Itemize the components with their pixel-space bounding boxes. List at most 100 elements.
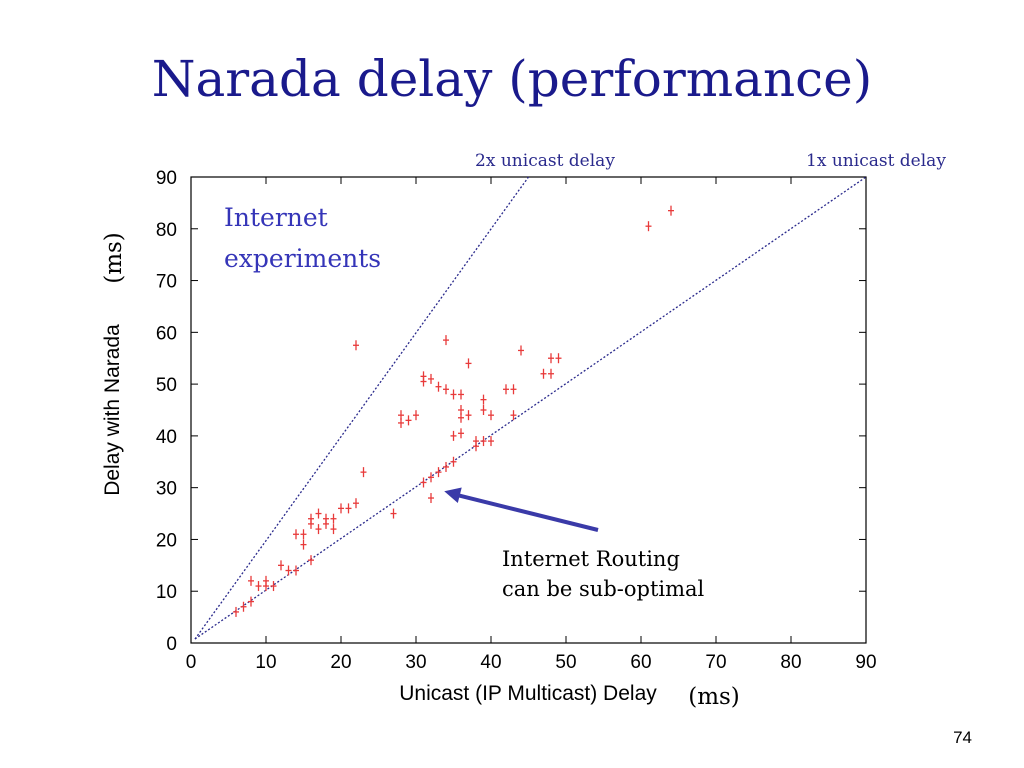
- ref-line-label-2x: 2x unicast delay: [475, 151, 615, 171]
- callout-arrow-shaft: [453, 492, 599, 532]
- data-point: [480, 405, 487, 415]
- x-tick-label: 20: [330, 652, 351, 673]
- y-tick-label: 50: [156, 375, 177, 396]
- data-point: [315, 524, 322, 535]
- slide-title: Narada delay (performance): [151, 50, 873, 108]
- data-point: [480, 394, 487, 405]
- x-tick-label: 30: [405, 652, 426, 673]
- callout-line-1: Internet Routing: [502, 547, 680, 571]
- data-point: [428, 472, 434, 483]
- y-tick-label: 10: [156, 582, 177, 603]
- x-tick-label: 80: [780, 652, 801, 673]
- data-point: [315, 508, 322, 519]
- y-tick-label: 0: [166, 634, 177, 655]
- data-point: [458, 428, 464, 439]
- callout-line-2: can be sub-optimal: [502, 577, 705, 601]
- x-tick-label: 40: [480, 652, 501, 673]
- data-point: [255, 581, 262, 592]
- ref-line-label-1x: 1x unicast delay: [806, 151, 946, 171]
- data-point: [443, 335, 449, 346]
- data-point: [518, 345, 524, 356]
- data-point: [285, 565, 292, 576]
- y-tick-label: 60: [156, 323, 177, 344]
- data-point: [278, 560, 284, 571]
- data-point: [480, 436, 487, 447]
- x-tick-label: 70: [705, 652, 726, 673]
- data-point: [548, 368, 554, 379]
- data-point: [473, 436, 479, 447]
- data-point: [353, 340, 359, 351]
- y-tick-label: 70: [156, 272, 177, 293]
- reference-line: [194, 176, 530, 640]
- x-tick-label: 0: [186, 652, 197, 673]
- data-point: [488, 410, 494, 421]
- data-point: [360, 467, 367, 478]
- data-point: [450, 456, 457, 467]
- data-point: [345, 503, 352, 514]
- data-point: [465, 358, 472, 369]
- data-point: [330, 513, 337, 524]
- data-point: [240, 601, 247, 612]
- x-tick-label: 10: [255, 652, 276, 673]
- data-point: [413, 410, 419, 421]
- y-tick-label: 80: [156, 220, 177, 241]
- callout-arrow-head: [444, 487, 462, 503]
- data-point: [510, 384, 517, 395]
- data-point: [323, 513, 329, 524]
- annotation-line-2: experiments: [224, 244, 381, 273]
- data-point: [293, 565, 299, 576]
- data-point: [293, 529, 299, 540]
- x-axis-label: Unicast (IP Multicast) Delay: [399, 682, 657, 705]
- y-tick-label: 40: [156, 427, 177, 448]
- data-point: [308, 513, 314, 524]
- data-points: [233, 205, 674, 617]
- data-point: [270, 581, 277, 592]
- data-point: [435, 381, 442, 392]
- data-point: [390, 508, 397, 519]
- data-point: [248, 596, 254, 607]
- data-point: [548, 353, 554, 364]
- x-tick-label: 50: [555, 652, 576, 673]
- data-point: [540, 368, 547, 379]
- data-point: [233, 606, 239, 617]
- annotation-line-1: Internet: [224, 203, 328, 232]
- y-axis-ticks: 0 10 20 30 40 50 60 70 80 90: [156, 168, 866, 655]
- data-point: [555, 353, 562, 364]
- data-point: [248, 575, 254, 586]
- data-point: [428, 493, 434, 504]
- data-point: [443, 461, 449, 472]
- data-point: [435, 467, 442, 478]
- data-point: [300, 529, 307, 540]
- y-tick-label: 30: [156, 479, 177, 500]
- data-point: [428, 373, 434, 384]
- data-point: [450, 430, 457, 441]
- data-point: [668, 205, 674, 216]
- y-tick-label: 90: [156, 168, 177, 189]
- data-point: [308, 555, 314, 566]
- data-point: [420, 371, 427, 382]
- data-point: [465, 410, 472, 421]
- data-point: [263, 575, 269, 586]
- callout-arrow: [444, 487, 599, 532]
- data-point: [503, 384, 509, 395]
- data-point: [420, 477, 427, 488]
- x-axis-ticks: 0 10 20 30 40 50 60 70 80 90: [186, 177, 877, 673]
- data-point: [300, 539, 307, 550]
- data-point: [458, 389, 464, 400]
- data-point: [443, 384, 449, 395]
- y-axis-unit: (ms): [101, 232, 127, 284]
- data-point: [488, 436, 494, 447]
- data-point: [458, 405, 464, 415]
- data-point: [398, 410, 404, 421]
- data-point: [338, 503, 344, 514]
- data-point: [330, 524, 337, 535]
- data-point: [510, 410, 517, 421]
- page-number: 74: [953, 728, 972, 747]
- data-point: [450, 389, 457, 400]
- x-axis-unit: (ms): [688, 684, 740, 710]
- data-point: [645, 221, 652, 232]
- y-axis-label: Delay with Narada: [101, 324, 124, 496]
- x-tick-label: 60: [630, 652, 651, 673]
- x-tick-label: 90: [855, 652, 876, 673]
